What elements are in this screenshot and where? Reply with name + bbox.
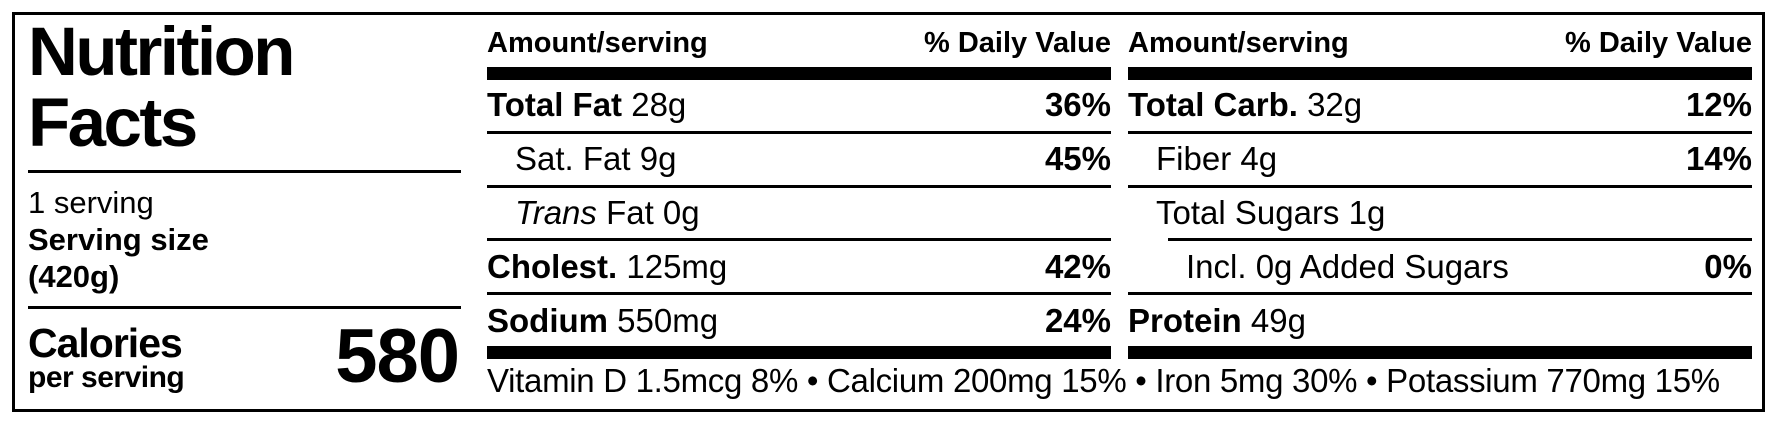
daily-value: 12%: [1685, 86, 1752, 124]
nutrient-columns: Amount/serving % Daily Value Total Fat 2…: [487, 25, 1752, 359]
daily-value: 14%: [1685, 140, 1752, 178]
servings-per-container: 1 serving: [28, 185, 154, 220]
column-header-daily-value: % Daily Value: [1565, 27, 1752, 59]
thick-bar: [1128, 67, 1752, 80]
divider: [487, 238, 1111, 242]
divider: [487, 184, 1111, 188]
nutrient-name: Sat. Fat 9g: [515, 140, 677, 178]
serving-size-label: Serving size: [28, 222, 209, 257]
nutrient-name: Cholest. 125mg: [487, 247, 728, 285]
nutrient-name: Trans Fat 0g: [515, 193, 700, 231]
divider: [1128, 292, 1752, 296]
divider: [487, 292, 1111, 296]
divider: [1128, 130, 1752, 134]
row-sat-fat: Sat. Fat 9g 45%: [487, 134, 1111, 185]
nutrient-name: Protein 49g: [1128, 301, 1306, 339]
divider: [28, 306, 461, 309]
daily-value: 36%: [1044, 86, 1111, 124]
micronutrient-footnote: Vitamin D 1.5mcg 8% • Calcium 200mg 15% …: [487, 362, 1720, 399]
label-title-line2: Facts: [28, 84, 198, 161]
divider: [487, 130, 1111, 134]
row-added-sugars: Incl. 0g Added Sugars 0%: [1128, 241, 1752, 292]
row-total-fat: Total Fat 28g 36%: [487, 80, 1111, 131]
column-header: Amount/serving % Daily Value: [1128, 25, 1752, 67]
daily-value: 0%: [1704, 247, 1752, 285]
nutrient-name: Total Sugars 1g: [1156, 193, 1386, 231]
daily-value: 42%: [1044, 247, 1111, 285]
divider: [1128, 184, 1752, 188]
row-cholesterol: Cholest. 125mg 42%: [487, 241, 1111, 292]
serving-size-value: (420g): [28, 259, 120, 294]
nutrient-name: Incl. 0g Added Sugars: [1186, 247, 1509, 285]
calories-label: Calories: [28, 320, 183, 366]
nutrient-name: Total Fat 28g: [487, 86, 687, 124]
thick-bar: [487, 67, 1111, 80]
calories-value: 580: [335, 314, 460, 399]
column-header: Amount/serving % Daily Value: [487, 25, 1111, 67]
nutrient-column-carb-protein: Amount/serving % Daily Value Total Carb.…: [1128, 25, 1752, 359]
row-fiber: Fiber 4g 14%: [1128, 134, 1752, 185]
divider: [28, 170, 461, 173]
serving-info: 1 serving Serving size (420g): [28, 184, 461, 295]
divider-indented: [1168, 238, 1752, 242]
row-total-sugars: Total Sugars 1g: [1128, 188, 1752, 239]
nutrient-section: Amount/serving % Daily Value Total Fat 2…: [461, 15, 1762, 409]
column-header-amount: Amount/serving: [487, 27, 708, 59]
nutrient-column-fat-sodium: Amount/serving % Daily Value Total Fat 2…: [487, 25, 1111, 359]
label-title-line1: Nutrition: [28, 13, 295, 90]
thick-bar: [487, 345, 1111, 359]
thick-bar: [1128, 345, 1752, 359]
nutrient-name: Fiber 4g: [1156, 140, 1278, 178]
row-protein: Protein 49g: [1128, 295, 1752, 346]
calories-row: Calories per serving 580: [28, 314, 461, 399]
daily-value: 24%: [1044, 301, 1111, 339]
daily-value: 45%: [1044, 140, 1111, 178]
nutrient-name: Total Carb. 32g: [1128, 86, 1363, 124]
row-total-carb: Total Carb. 32g 12%: [1128, 80, 1752, 131]
column-header-amount: Amount/serving: [1128, 27, 1349, 59]
row-trans-fat: Trans Fat 0g: [487, 188, 1111, 239]
label-left-panel: Nutrition Facts 1 serving Serving size (…: [15, 15, 461, 409]
column-header-daily-value: % Daily Value: [924, 27, 1111, 59]
nutrition-facts-label: Nutrition Facts 1 serving Serving size (…: [12, 12, 1765, 412]
calories-sublabel: per serving: [28, 361, 185, 394]
nutrient-name: Sodium 550mg: [487, 301, 719, 339]
label-title: Nutrition Facts: [28, 16, 461, 158]
row-sodium: Sodium 550mg 24%: [487, 295, 1111, 346]
calories-labels: Calories per serving: [28, 320, 185, 394]
